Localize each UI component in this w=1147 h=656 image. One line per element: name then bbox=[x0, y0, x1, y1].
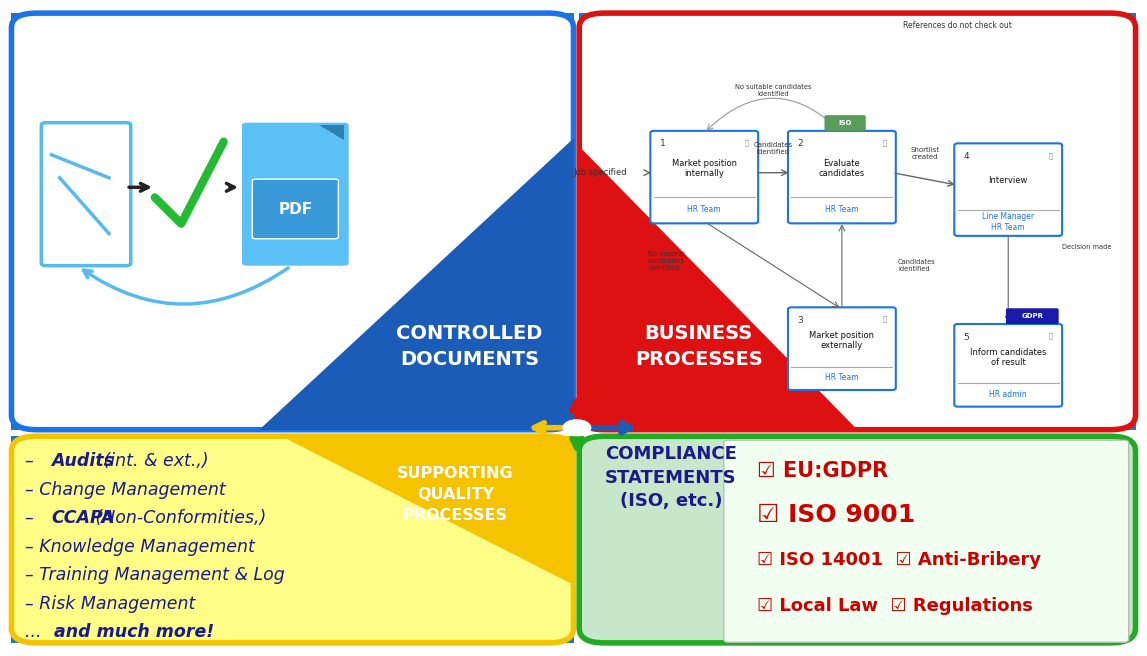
Text: – Knowledge Management: – Knowledge Management bbox=[25, 537, 255, 556]
Text: 🖇: 🖇 bbox=[744, 139, 749, 146]
Text: 3: 3 bbox=[797, 316, 803, 325]
Text: 1: 1 bbox=[660, 139, 665, 148]
Polygon shape bbox=[579, 146, 858, 430]
FancyBboxPatch shape bbox=[825, 115, 866, 131]
Text: –: – bbox=[25, 452, 39, 470]
Polygon shape bbox=[259, 138, 574, 430]
Bar bbox=[11, 436, 574, 643]
Text: ☑ EU:GDPR: ☑ EU:GDPR bbox=[757, 461, 888, 482]
FancyBboxPatch shape bbox=[252, 179, 338, 239]
Text: BUSINESS
PROCESSES: BUSINESS PROCESSES bbox=[635, 323, 763, 369]
Text: ☑ Local Law  ☑ Regulations: ☑ Local Law ☑ Regulations bbox=[757, 597, 1033, 615]
Text: Evaluate
candidates: Evaluate candidates bbox=[819, 159, 865, 178]
Bar bbox=[579, 13, 1136, 430]
Text: Inform candidates
of result: Inform candidates of result bbox=[970, 348, 1046, 367]
Text: 🖇: 🖇 bbox=[882, 139, 887, 146]
Polygon shape bbox=[281, 436, 574, 585]
Text: No suitable candidates
identified: No suitable candidates identified bbox=[735, 84, 811, 96]
Polygon shape bbox=[319, 125, 344, 140]
Text: Line Manager
HR Team: Line Manager HR Team bbox=[982, 213, 1035, 232]
FancyBboxPatch shape bbox=[954, 144, 1062, 236]
Text: Interview: Interview bbox=[989, 176, 1028, 185]
FancyBboxPatch shape bbox=[954, 324, 1062, 407]
Text: ☑ ISO 9001: ☑ ISO 9001 bbox=[757, 502, 915, 527]
FancyBboxPatch shape bbox=[11, 13, 574, 430]
FancyBboxPatch shape bbox=[788, 307, 896, 390]
Text: GDPR: GDPR bbox=[1021, 313, 1044, 319]
Text: Candidates
identified: Candidates identified bbox=[754, 142, 793, 155]
Text: HR Team: HR Team bbox=[825, 205, 859, 214]
Text: 🖇: 🖇 bbox=[1048, 152, 1053, 159]
Circle shape bbox=[563, 420, 591, 436]
Text: No internal
candidates
identified: No internal candidates identified bbox=[648, 251, 685, 271]
FancyBboxPatch shape bbox=[242, 123, 349, 266]
FancyArrowPatch shape bbox=[84, 268, 288, 304]
Text: Market position
internally: Market position internally bbox=[672, 159, 736, 178]
Text: – Change Management: – Change Management bbox=[25, 481, 226, 499]
Text: PDF: PDF bbox=[279, 202, 312, 216]
Text: Market position
externally: Market position externally bbox=[810, 331, 874, 350]
Text: HR Team: HR Team bbox=[825, 373, 859, 382]
FancyBboxPatch shape bbox=[1006, 308, 1059, 324]
FancyBboxPatch shape bbox=[41, 123, 131, 266]
Text: 🖇: 🖇 bbox=[1048, 333, 1053, 339]
Text: 4: 4 bbox=[963, 152, 969, 161]
Text: –: – bbox=[25, 509, 39, 527]
FancyBboxPatch shape bbox=[11, 436, 574, 643]
Text: Candidates
identified: Candidates identified bbox=[898, 259, 936, 272]
Text: ISO: ISO bbox=[838, 120, 852, 126]
FancyBboxPatch shape bbox=[579, 13, 1136, 430]
Text: Shortlist
created: Shortlist created bbox=[911, 148, 939, 161]
Text: HR Team: HR Team bbox=[687, 205, 721, 214]
Text: 🖇: 🖇 bbox=[882, 316, 887, 323]
Text: 5: 5 bbox=[963, 333, 969, 342]
Text: CONTROLLED
DOCUMENTS: CONTROLLED DOCUMENTS bbox=[397, 323, 543, 369]
Text: CCAPA: CCAPA bbox=[50, 509, 115, 527]
Text: Decision made: Decision made bbox=[1062, 244, 1111, 250]
Text: 2: 2 bbox=[797, 139, 803, 148]
Text: Job specified: Job specified bbox=[574, 168, 627, 177]
Text: Audits: Audits bbox=[50, 452, 114, 470]
Text: SUPPORTING
QUALITY
PROCESSES: SUPPORTING QUALITY PROCESSES bbox=[397, 466, 514, 523]
Text: – Risk Management: – Risk Management bbox=[25, 594, 196, 613]
Text: COMPLIANCE
STATEMENTS
(ISO, etc.): COMPLIANCE STATEMENTS (ISO, etc.) bbox=[606, 445, 738, 510]
Text: ☑ ISO 14001  ☑ Anti-Bribery: ☑ ISO 14001 ☑ Anti-Bribery bbox=[757, 551, 1041, 569]
Text: and much more!: and much more! bbox=[54, 623, 213, 641]
FancyBboxPatch shape bbox=[724, 440, 1129, 642]
FancyBboxPatch shape bbox=[650, 131, 758, 223]
FancyBboxPatch shape bbox=[788, 131, 896, 223]
Text: HR admin: HR admin bbox=[990, 390, 1027, 399]
Bar bbox=[11, 13, 574, 430]
Text: (Non-Conformities,): (Non-Conformities,) bbox=[89, 509, 266, 527]
Text: (int. & ext.,): (int. & ext.,) bbox=[97, 452, 209, 470]
FancyBboxPatch shape bbox=[579, 436, 1136, 643]
Text: ...: ... bbox=[25, 623, 47, 641]
Text: – Training Management & Log: – Training Management & Log bbox=[25, 566, 284, 584]
Text: References do not check out: References do not check out bbox=[904, 21, 1012, 30]
